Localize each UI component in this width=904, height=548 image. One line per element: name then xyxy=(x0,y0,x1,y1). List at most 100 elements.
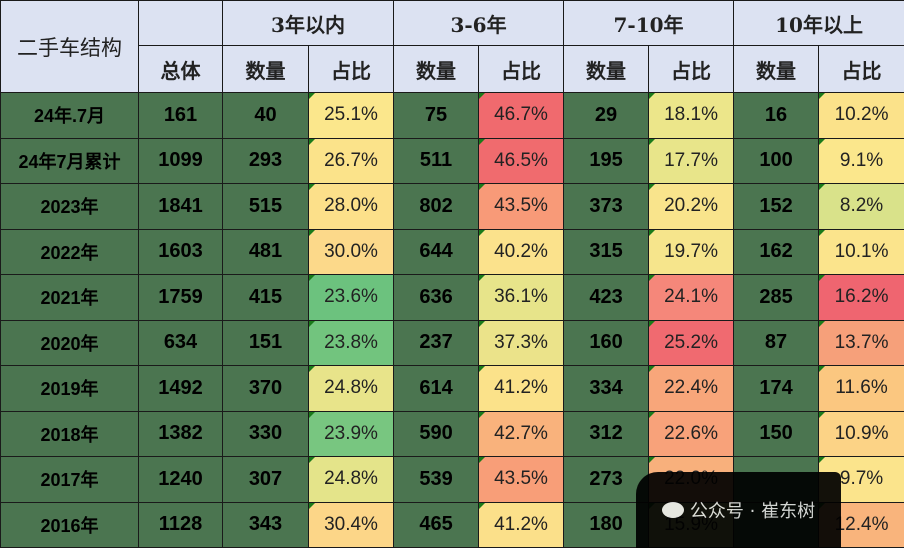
count-cell: 481 xyxy=(222,228,309,275)
row-label: 2023年 xyxy=(0,183,139,230)
table-row: 2021年 1759 415 23.6% 636 36.1% 423 24.1% 285 16.2… xyxy=(0,274,904,321)
count-cell: 162 xyxy=(733,228,820,275)
share-cell: 16.2% xyxy=(818,274,904,321)
count-cell: 539 xyxy=(393,456,480,503)
count-cell: 174 xyxy=(733,365,820,412)
share-cell: 43.5% xyxy=(478,183,565,230)
share-cell: 24.8% xyxy=(307,365,395,412)
share-cell: 26.7% xyxy=(307,137,395,184)
share-cell: 23.6% xyxy=(307,274,395,321)
group-header-3-6: 3-6年 xyxy=(393,0,565,46)
share-cell: 22.6% xyxy=(648,410,735,457)
group-header-7-10: 7-10年 xyxy=(563,0,735,46)
row-label: 2021年 xyxy=(0,274,139,321)
share-cell: 41.2% xyxy=(478,365,565,412)
count-cell: 373 xyxy=(563,183,650,230)
header-count: 数量 xyxy=(393,45,480,93)
header-share: 占比 xyxy=(648,45,735,93)
header-share: 占比 xyxy=(307,45,395,93)
count-cell: 614 xyxy=(393,365,480,412)
share-cell: 17.7% xyxy=(648,137,735,184)
count-cell: 150 xyxy=(733,410,820,457)
watermark: 公众号 · 崔东树 xyxy=(636,472,841,548)
watermark-text: 公众号 · 崔东树 xyxy=(689,501,816,522)
share-cell: 42.7% xyxy=(478,410,565,457)
count-cell: 40 xyxy=(222,92,309,139)
total-cell: 1759 xyxy=(138,274,223,321)
share-cell: 30.0% xyxy=(307,228,395,275)
share-cell: 25.2% xyxy=(648,319,735,366)
total-cell: 1841 xyxy=(138,183,223,230)
share-cell: 8.2% xyxy=(818,183,904,230)
share-cell: 37.3% xyxy=(478,319,565,366)
share-cell: 30.4% xyxy=(307,501,395,548)
share-cell: 9.1% xyxy=(818,137,904,184)
count-cell: 511 xyxy=(393,137,480,184)
row-label: 24年7月累计 xyxy=(0,137,139,184)
header-count: 数量 xyxy=(563,45,650,93)
count-cell: 465 xyxy=(393,501,480,548)
count-cell: 415 xyxy=(222,274,309,321)
count-cell: 312 xyxy=(563,410,650,457)
row-label: 2020年 xyxy=(0,319,139,366)
table-title: 二手车结构 xyxy=(0,0,139,93)
count-cell: 152 xyxy=(733,183,820,230)
share-cell: 20.2% xyxy=(648,183,735,230)
row-label: 2017年 xyxy=(0,456,139,503)
count-cell: 802 xyxy=(393,183,480,230)
share-cell: 46.5% xyxy=(478,137,565,184)
table-row: 24年7月累计 1099 293 26.7% 511 46.5% 195 17.7% 100 9.… xyxy=(0,137,904,184)
share-cell: 18.1% xyxy=(648,92,735,139)
count-cell: 423 xyxy=(563,274,650,321)
header-share: 占比 xyxy=(478,45,565,93)
total-cell: 1240 xyxy=(138,456,223,503)
table-body: 24年.7月 161 40 25.1% 75 46.7% 29 18.1% 16 10.2% 24年… xyxy=(0,92,904,548)
group-header-0-3: 3年以内 xyxy=(221,0,395,46)
row-label: 2019年 xyxy=(0,365,139,412)
count-cell: 644 xyxy=(393,228,480,275)
count-cell: 636 xyxy=(393,274,480,321)
header-blank xyxy=(138,0,223,46)
share-cell: 22.4% xyxy=(648,365,735,412)
share-cell: 23.9% xyxy=(307,410,395,457)
share-cell: 19.7% xyxy=(648,228,735,275)
total-cell: 1128 xyxy=(138,501,223,548)
count-cell: 195 xyxy=(563,137,650,184)
share-cell: 25.1% xyxy=(307,92,395,139)
header-count: 数量 xyxy=(222,45,309,93)
share-cell: 46.7% xyxy=(478,92,565,139)
count-cell: 237 xyxy=(393,319,480,366)
count-cell: 273 xyxy=(563,456,650,503)
share-cell: 36.1% xyxy=(478,274,565,321)
total-cell: 161 xyxy=(138,92,223,139)
share-cell: 41.2% xyxy=(478,501,565,548)
count-cell: 180 xyxy=(563,501,650,548)
count-cell: 285 xyxy=(733,274,820,321)
share-cell: 43.5% xyxy=(478,456,565,503)
count-cell: 16 xyxy=(733,92,820,139)
count-cell: 75 xyxy=(393,92,480,139)
table-row: 2022年 1603 481 30.0% 644 40.2% 315 19.7% 162 10.1… xyxy=(0,228,904,275)
total-cell: 1492 xyxy=(138,365,223,412)
count-cell: 307 xyxy=(222,456,309,503)
share-cell: 11.6% xyxy=(818,365,904,412)
share-cell: 10.1% xyxy=(818,228,904,275)
table-row: 24年.7月 161 40 25.1% 75 46.7% 29 18.1% 16 10.2% xyxy=(0,92,904,139)
count-cell: 343 xyxy=(222,501,309,548)
count-cell: 334 xyxy=(563,365,650,412)
row-label: 2018年 xyxy=(0,410,139,457)
row-label: 2022年 xyxy=(0,228,139,275)
header-share: 占比 xyxy=(818,45,904,93)
table-row: 2018年 1382 330 23.9% 590 42.7% 312 22.6% 150 10.9… xyxy=(0,410,904,457)
group-header-10plus: 10年以上 xyxy=(733,0,904,46)
total-cell: 634 xyxy=(138,319,223,366)
share-cell: 13.7% xyxy=(818,319,904,366)
total-cell: 1099 xyxy=(138,137,223,184)
count-cell: 330 xyxy=(222,410,309,457)
share-cell: 10.9% xyxy=(818,410,904,457)
count-cell: 315 xyxy=(563,228,650,275)
count-cell: 29 xyxy=(563,92,650,139)
count-cell: 590 xyxy=(393,410,480,457)
row-label: 24年.7月 xyxy=(0,92,139,139)
